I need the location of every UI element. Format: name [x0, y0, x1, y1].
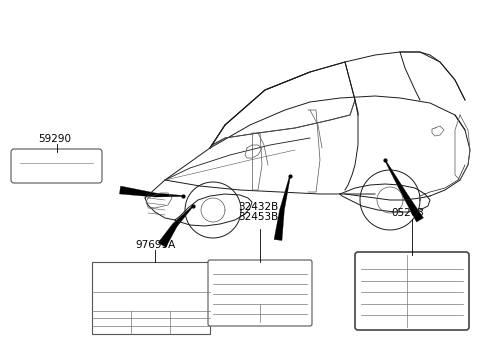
- Text: 32432B: 32432B: [238, 202, 278, 212]
- Polygon shape: [158, 206, 193, 247]
- FancyBboxPatch shape: [355, 252, 469, 330]
- Polygon shape: [120, 186, 183, 197]
- Polygon shape: [384, 160, 423, 222]
- Polygon shape: [274, 176, 290, 240]
- Text: 05203: 05203: [392, 208, 424, 218]
- FancyBboxPatch shape: [11, 149, 102, 183]
- Bar: [92, 262, 210, 334]
- FancyBboxPatch shape: [208, 260, 312, 326]
- Text: 97699A: 97699A: [135, 240, 175, 250]
- Text: 32453B: 32453B: [238, 212, 278, 222]
- Text: 59290: 59290: [38, 134, 72, 144]
